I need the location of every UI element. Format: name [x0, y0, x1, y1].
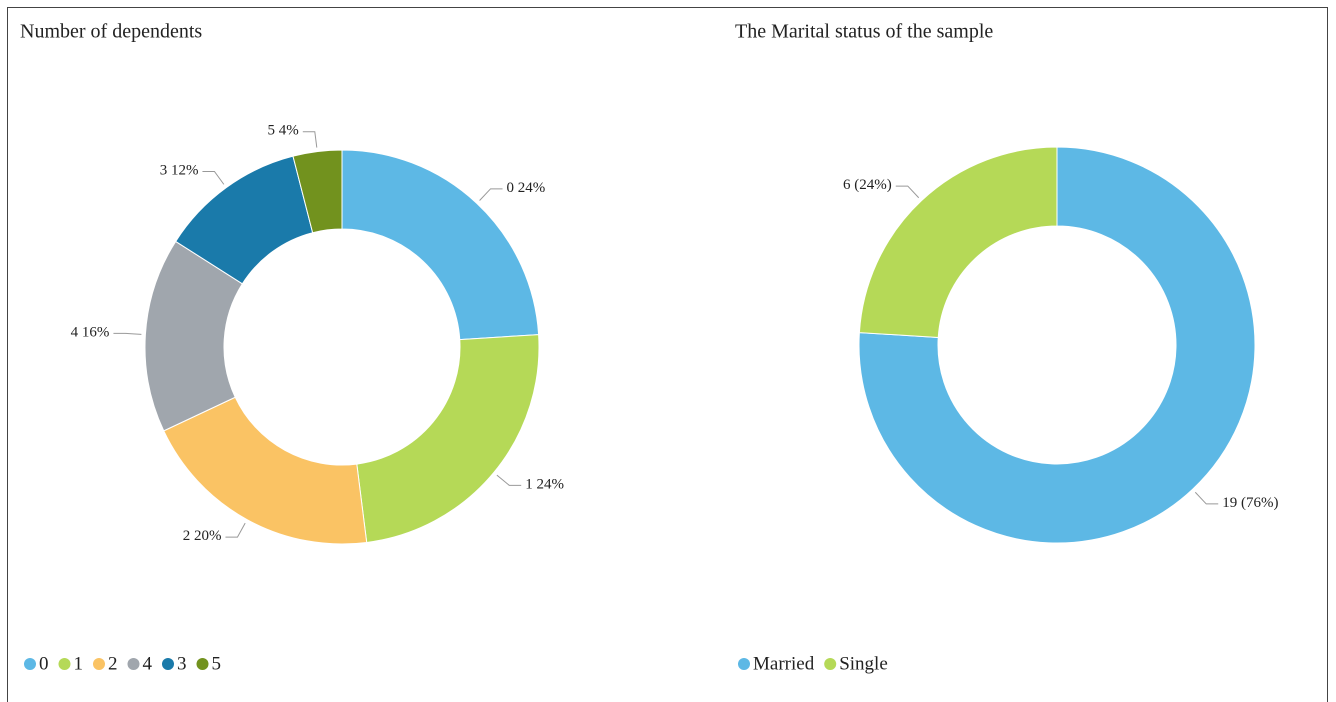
leader-line — [113, 332, 142, 335]
data-label: 19 (76%) — [1222, 495, 1278, 511]
label-value: 24% — [536, 477, 564, 493]
data-label: 3 12% — [160, 163, 199, 179]
data-label: 4 16% — [71, 325, 110, 341]
donut-slice — [858, 146, 1256, 544]
leader-line — [302, 131, 318, 148]
donut-slice — [292, 149, 343, 234]
label-value: 16% — [82, 325, 110, 341]
label-category: 2 — [183, 529, 191, 545]
label-category: 1 — [525, 477, 533, 493]
legend-label: 3 — [177, 653, 187, 674]
legend-marker — [738, 658, 750, 670]
legend-marker — [127, 658, 140, 670]
legend-label: 0 — [39, 653, 49, 674]
legend-label: 5 — [212, 653, 222, 674]
data-label: 0 24% — [507, 180, 546, 196]
data-label: 1 24% — [525, 477, 564, 493]
leader-line — [225, 522, 246, 538]
label-category: 4 — [71, 325, 79, 341]
label-category: 0 — [507, 180, 515, 196]
donut-slice — [356, 334, 540, 544]
label-value: 24% — [518, 180, 546, 196]
legend-label: Single — [839, 653, 888, 674]
donut-slice — [858, 146, 1058, 339]
leader-line — [496, 474, 522, 486]
label-value: 19 (76%) — [1222, 495, 1278, 511]
chart-title: Number of dependents — [20, 21, 202, 43]
legend-marker — [93, 658, 105, 670]
leader-line — [202, 170, 225, 185]
label-category: 5 — [268, 123, 276, 139]
legend-label: 4 — [143, 653, 153, 674]
donut-slice — [163, 396, 368, 545]
legend-label: 2 — [108, 653, 118, 674]
legend-marker — [24, 658, 36, 670]
data-label: 5 4% — [268, 123, 299, 139]
leader-line — [1194, 491, 1219, 505]
label-value: 20% — [194, 529, 222, 545]
legend-marker — [196, 658, 209, 670]
data-label: 6 (24%) — [843, 178, 892, 194]
legend-label: 1 — [74, 653, 84, 674]
label-value: 12% — [171, 163, 199, 179]
legend-marker — [162, 658, 174, 670]
chart-title: The Marital status of the sample — [735, 21, 993, 43]
label-value: 6 (24%) — [843, 178, 892, 194]
data-label: 2 20% — [183, 529, 222, 545]
label-category: 3 — [160, 163, 168, 179]
legend-marker — [58, 658, 71, 670]
leader-line — [479, 188, 503, 201]
donut-slice — [341, 149, 540, 341]
label-value: 4% — [279, 123, 299, 139]
legend-label: Married — [753, 653, 815, 674]
frame — [7, 7, 1328, 702]
leader-line — [895, 185, 920, 199]
legend-marker — [824, 658, 837, 670]
